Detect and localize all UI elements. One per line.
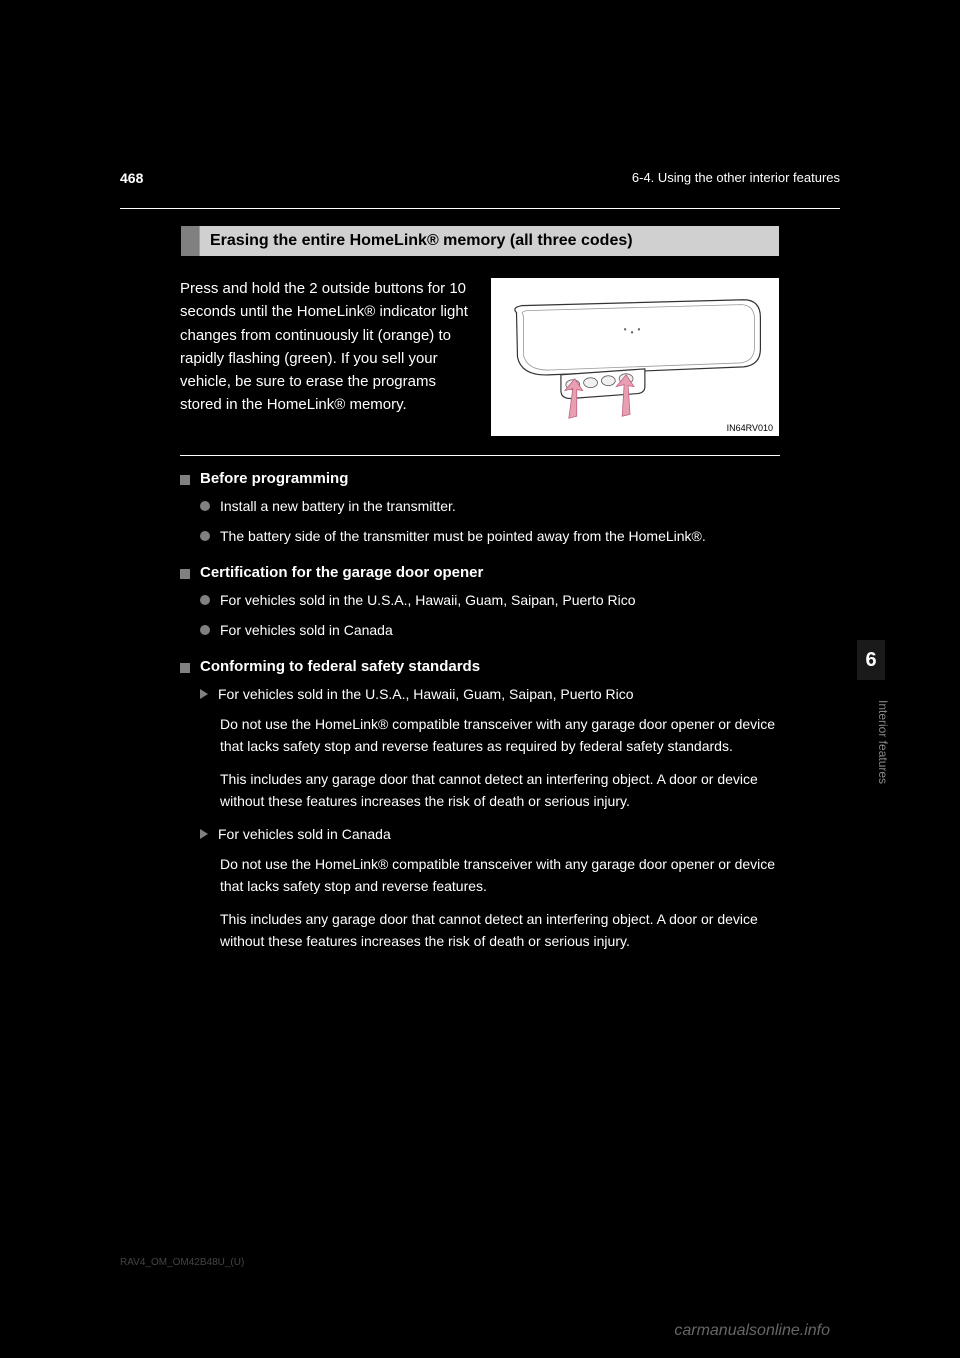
section-path: 6-4. Using the other interior features bbox=[632, 170, 840, 186]
mirror-figure: IN64RV010 bbox=[490, 277, 780, 437]
subsection-title: Certification for the garage door opener bbox=[200, 564, 483, 581]
list-item: For vehicles sold in Canada bbox=[200, 619, 780, 641]
square-bullet-icon bbox=[180, 663, 190, 673]
chapter-label: Interior features bbox=[876, 700, 890, 784]
section-safety-standards: Conforming to federal safety standards F… bbox=[180, 658, 780, 953]
list-item: The battery side of the transmitter must… bbox=[200, 525, 780, 547]
instruction-text: Press and hold the 2 outside buttons for… bbox=[180, 277, 472, 417]
subsection-title: Before programming bbox=[200, 470, 348, 487]
round-bullet-icon bbox=[200, 625, 210, 635]
list-item-text: For vehicles sold in Canada bbox=[218, 823, 391, 845]
square-bullet-icon bbox=[180, 475, 190, 485]
list-item-text: Install a new battery in the transmitter… bbox=[220, 495, 456, 517]
subsection-heading: Conforming to federal safety standards bbox=[180, 658, 780, 675]
section-before-programming: Before programming Install a new battery… bbox=[180, 470, 780, 548]
section-heading-bar: Erasing the entire HomeLink® memory (all… bbox=[180, 225, 780, 257]
figure-code: IN64RV010 bbox=[727, 423, 773, 433]
watermark: carmanualsonline.info bbox=[674, 1322, 830, 1340]
list-item: For vehicles sold in the U.S.A., Hawaii,… bbox=[200, 589, 780, 611]
page-header: 468 6-4. Using the other interior featur… bbox=[120, 170, 840, 186]
document-code: RAV4_OM_OM42B48U_(U) bbox=[120, 1257, 244, 1268]
section-certification: Certification for the garage door opener… bbox=[180, 564, 780, 642]
subsection-title: Conforming to federal safety standards bbox=[200, 658, 480, 675]
list-item-text: For vehicles sold in the U.S.A., Hawaii,… bbox=[218, 683, 634, 705]
list-item-text: The battery side of the transmitter must… bbox=[220, 525, 706, 547]
round-bullet-icon bbox=[200, 531, 210, 541]
list-item-text: For vehicles sold in Canada bbox=[220, 619, 393, 641]
heading-stripe bbox=[181, 226, 199, 256]
page-number: 468 bbox=[120, 170, 143, 186]
square-bullet-icon bbox=[180, 569, 190, 579]
list-item: For vehicles sold in the U.S.A., Hawaii,… bbox=[200, 683, 780, 705]
list-item: For vehicles sold in Canada bbox=[200, 823, 780, 845]
subsection-heading: Before programming bbox=[180, 470, 780, 487]
content-divider bbox=[180, 455, 780, 456]
subsection-heading: Certification for the garage door opener bbox=[180, 564, 780, 581]
paragraph: Do not use the HomeLink® compatible tran… bbox=[220, 713, 780, 758]
round-bullet-icon bbox=[200, 501, 210, 511]
paragraph: This includes any garage door that canno… bbox=[220, 908, 780, 953]
mirror-illustration bbox=[491, 278, 779, 436]
page-content: Erasing the entire HomeLink® memory (all… bbox=[180, 225, 780, 968]
list-item-text: For vehicles sold in the U.S.A., Hawaii,… bbox=[220, 589, 636, 611]
header-rule bbox=[120, 208, 840, 209]
triangle-bullet-icon bbox=[200, 829, 208, 839]
instruction-row: Press and hold the 2 outside buttons for… bbox=[180, 277, 780, 437]
paragraph: This includes any garage door that canno… bbox=[220, 768, 780, 813]
heading-text: Erasing the entire HomeLink® memory (all… bbox=[199, 226, 779, 256]
paragraph: Do not use the HomeLink® compatible tran… bbox=[220, 853, 780, 898]
chapter-tab: 6 bbox=[857, 640, 885, 680]
list-item: Install a new battery in the transmitter… bbox=[200, 495, 780, 517]
triangle-bullet-icon bbox=[200, 689, 208, 699]
round-bullet-icon bbox=[200, 595, 210, 605]
